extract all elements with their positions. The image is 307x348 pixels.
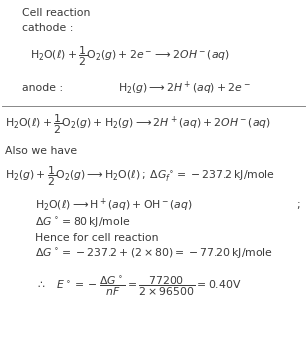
Text: $\mathrm{H_2O}(\ell) + \dfrac{1}{2}\mathrm{O_2}(g) + 2e^- \longrightarrow 2OH^-(: $\mathrm{H_2O}(\ell) + \dfrac{1}{2}\math… <box>30 44 230 68</box>
Text: $\therefore \quad E^\circ = -\dfrac{\Delta G^\circ}{nF} = \dfrac{77200}{2 \times: $\therefore \quad E^\circ = -\dfrac{\Del… <box>35 274 242 298</box>
Text: $\mathrm{H_2}(g) + \dfrac{1}{2}\mathrm{O_2}(g) \longrightarrow \mathrm{H_2O}(\el: $\mathrm{H_2}(g) + \dfrac{1}{2}\mathrm{O… <box>5 164 275 188</box>
Text: $\mathrm{H_2O}(\ell) \longrightarrow \mathrm{H^+}(aq) + \mathrm{OH^-}(aq)$: $\mathrm{H_2O}(\ell) \longrightarrow \ma… <box>35 196 193 214</box>
Text: $\mathrm{H_2}(g) \longrightarrow 2H^+(aq) + 2e^-$: $\mathrm{H_2}(g) \longrightarrow 2H^+(aq… <box>118 79 251 97</box>
Text: ;: ; <box>296 200 300 210</box>
Text: anode :: anode : <box>22 83 63 93</box>
Text: Also we have: Also we have <box>5 146 77 156</box>
Text: $\mathrm{H_2O}(\ell) + \dfrac{1}{2}\mathrm{O_2}(g) + \mathrm{H_2}(g) \longrighta: $\mathrm{H_2O}(\ell) + \dfrac{1}{2}\math… <box>5 112 271 136</box>
Text: Cell reaction: Cell reaction <box>22 8 90 18</box>
Text: cathode :: cathode : <box>22 23 73 33</box>
Text: $\Delta G^\circ = -237.2 + (2 \times 80) = -77.20\,\mathrm{kJ/mole}$: $\Delta G^\circ = -237.2 + (2 \times 80)… <box>35 247 273 261</box>
Text: $\Delta G^\circ = 80\,\mathrm{kJ/mole}$: $\Delta G^\circ = 80\,\mathrm{kJ/mole}$ <box>35 216 130 230</box>
Text: Hence for cell reaction: Hence for cell reaction <box>35 233 158 243</box>
